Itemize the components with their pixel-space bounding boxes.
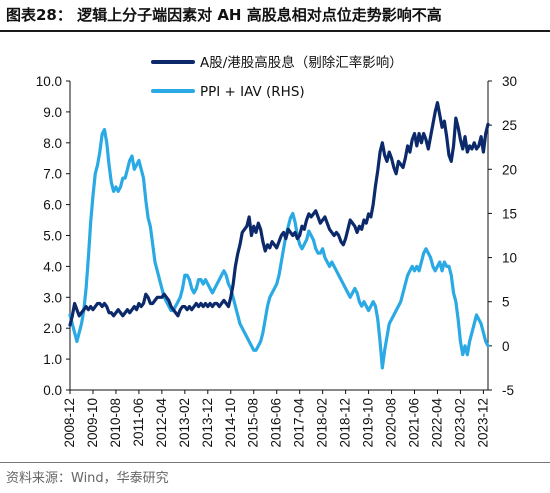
- series-line-ppi-iav: [68, 127, 490, 370]
- right-axis-tick-label: 25: [502, 118, 517, 133]
- left-axis-tick-label: 0.0: [43, 383, 62, 398]
- x-axis-tick-label: 2023-02: [452, 398, 467, 448]
- right-axis-tick-label: 0: [502, 339, 510, 354]
- x-axis-tick-label: 2017-04: [292, 398, 307, 448]
- x-axis-tick-label: 2008-12: [62, 398, 77, 448]
- x-axis-tick-label: 2021-06: [407, 398, 422, 448]
- footer-divider: [0, 462, 550, 463]
- chart-series: [68, 101, 490, 370]
- legend-label: A股/港股高股息（剔除汇率影响）: [200, 54, 403, 71]
- title-divider: [0, 30, 550, 32]
- x-axis-tick-label: 2015-08: [246, 398, 261, 448]
- series-line-ah-ratio: [68, 101, 490, 327]
- legend-label: PPI + IAV (RHS): [200, 84, 305, 100]
- left-axis-tick-label: 2.0: [43, 321, 62, 336]
- x-axis-tick-label: 2012-04: [154, 398, 169, 448]
- chart-legend: A股/港股高股息（剔除汇率影响） PPI + IAV (RHS): [151, 54, 403, 100]
- chart-title: 图表28： 逻辑上分子端因素对 AH 高股息相对点位走势影响不高: [6, 6, 442, 24]
- x-axis-tick-label: 2010-08: [108, 398, 123, 448]
- x-axis-tick-label: 2018-02: [315, 398, 330, 448]
- left-axis-tick-label: 4.0: [43, 259, 62, 274]
- left-axis-tick-label: 7.0: [43, 167, 62, 182]
- left-axis-tick-label: 5.0: [43, 229, 62, 244]
- x-axis-tick-label: 2009-10: [85, 398, 100, 448]
- right-axis-tick-label: 5: [502, 295, 510, 310]
- chart-axes: 0.0 1.0 2.0 3.0 4.0 5.0 6.0 7.0 8.0 9.0 10.0 -5 0 5 10…: [36, 74, 517, 448]
- source-note: 资料来源：Wind，华泰研究: [6, 471, 169, 486]
- left-axis-tick-label: 6.0: [43, 198, 62, 213]
- x-axis-tick-label: 2016-06: [269, 398, 284, 448]
- right-axis-tick-label: 10: [502, 251, 517, 266]
- x-axis-tick-label: 2013-12: [200, 398, 215, 448]
- left-axis-tick-label: 10.0: [36, 74, 62, 89]
- x-axis-tick-label: 2022-04: [429, 398, 444, 448]
- x-axis-tick-label: 2023-12: [475, 398, 490, 448]
- x-axis-tick-label: 2013-02: [177, 398, 192, 448]
- x-axis-tick-label: 2011-06: [131, 398, 146, 447]
- left-axis-tick-label: 9.0: [43, 105, 62, 120]
- x-axis-tick-label: 2019-10: [361, 398, 376, 448]
- right-axis-tick-label: 20: [502, 162, 517, 177]
- x-axis-tick-label: 2018-12: [338, 398, 353, 448]
- right-axis-tick-label: 15: [502, 206, 517, 221]
- left-axis-tick-label: 3.0: [43, 290, 62, 305]
- left-axis-tick-label: 8.0: [43, 136, 62, 151]
- right-axis-tick-label: 30: [502, 74, 517, 89]
- x-axis-tick-label: 2020-08: [384, 398, 399, 448]
- x-axis-tick-label: 2014-10: [223, 398, 238, 448]
- right-axis-tick-label: -5: [502, 383, 514, 398]
- left-axis-tick-label: 1.0: [43, 352, 62, 367]
